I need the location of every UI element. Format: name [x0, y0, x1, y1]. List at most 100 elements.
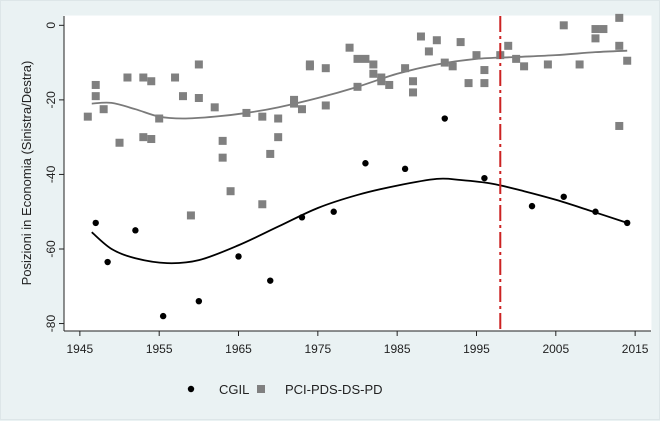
- y-axis-title: Posizioni in Economia (Sinistra/Destra): [19, 61, 34, 286]
- point-square: [274, 114, 283, 123]
- point-circle: [441, 115, 448, 122]
- point-square: [472, 51, 481, 60]
- point-square: [139, 73, 148, 82]
- point-square: [91, 92, 100, 101]
- point-square: [266, 149, 275, 158]
- point-circle: [592, 208, 599, 215]
- point-square: [147, 77, 156, 86]
- point-square: [321, 101, 330, 110]
- point-square: [504, 41, 513, 50]
- point-square: [186, 211, 195, 220]
- point-square: [432, 36, 441, 45]
- legend-label-2: PCI-PDS-DS-PD: [285, 382, 383, 397]
- point-square: [369, 60, 378, 69]
- point-square: [520, 62, 529, 71]
- point-square: [456, 38, 465, 47]
- point-square: [178, 92, 187, 101]
- point-square: [591, 25, 600, 34]
- point-circle: [330, 208, 337, 215]
- y-tick-label: -40: [44, 165, 58, 183]
- point-square: [321, 64, 330, 73]
- trend-line-1: [91, 177, 628, 265]
- point-circle: [624, 219, 631, 227]
- y-tick-label: -60: [44, 240, 58, 258]
- point-circle: [362, 160, 369, 167]
- point-square: [345, 43, 354, 52]
- point-square: [385, 80, 394, 89]
- point-square: [623, 56, 632, 65]
- point-square: [218, 153, 227, 162]
- point-square: [464, 79, 473, 88]
- x-tick-label: 1985: [384, 342, 411, 356]
- point-square: [543, 60, 552, 69]
- point-square: [369, 69, 378, 78]
- point-square: [99, 105, 108, 114]
- point-square: [297, 105, 306, 114]
- point-circle: [267, 277, 274, 284]
- point-square: [480, 66, 489, 75]
- x-tick-label: 1965: [225, 342, 252, 356]
- point-square: [290, 99, 299, 108]
- point-square: [409, 77, 418, 86]
- point-square: [194, 60, 203, 69]
- x-tick-label: 1955: [146, 342, 173, 356]
- point-square: [91, 80, 100, 89]
- legend: CGIL PCI-PDS-DS-PD: [187, 382, 383, 397]
- point-square: [218, 136, 227, 145]
- y-tick-label: 0: [44, 22, 58, 29]
- point-square: [377, 77, 386, 86]
- point-circle: [195, 297, 203, 305]
- point-square: [559, 21, 568, 30]
- x-tick-label: 1995: [463, 342, 490, 356]
- point-square: [258, 200, 267, 209]
- point-circle: [132, 227, 139, 234]
- point-square: [440, 58, 449, 67]
- point-circle: [159, 312, 167, 320]
- point-square: [155, 114, 164, 123]
- point-square: [416, 32, 425, 41]
- point-square: [512, 54, 521, 63]
- point-square: [424, 47, 433, 56]
- x-tick-label: 2015: [622, 342, 649, 356]
- point-circle: [481, 174, 488, 182]
- point-circle: [92, 219, 99, 227]
- x-tick-label: 2005: [542, 342, 569, 356]
- point-square: [353, 54, 362, 63]
- point-square: [615, 121, 624, 130]
- point-square: [139, 133, 148, 142]
- point-square: [599, 25, 608, 34]
- point-square: [361, 54, 370, 63]
- point-circle: [560, 193, 567, 200]
- legend-marker-circle: [187, 385, 195, 393]
- point-square: [448, 62, 457, 71]
- point-square: [615, 13, 624, 22]
- trend-line-2: [91, 49, 628, 120]
- point-square: [242, 108, 251, 117]
- plot-area: [63, 15, 652, 332]
- legend-label-1: CGIL: [219, 382, 249, 397]
- point-square: [194, 94, 203, 103]
- point-square: [123, 73, 132, 82]
- point-square: [575, 60, 584, 69]
- point-square: [409, 88, 418, 97]
- point-square: [274, 133, 283, 142]
- x-tick-label: 1975: [304, 342, 331, 356]
- point-circle: [298, 214, 306, 221]
- point-square: [83, 112, 92, 121]
- point-square: [258, 112, 267, 121]
- point-square: [591, 34, 600, 43]
- trend-lines: [91, 49, 628, 265]
- point-square: [615, 41, 624, 50]
- y-tick-label: -80: [44, 315, 58, 333]
- point-square: [226, 187, 235, 196]
- axes: 1945 1955 1965 1975 1985 1995 2005 2015 0 -20 -40 -…: [44, 16, 651, 356]
- legend-marker-square: [257, 385, 265, 393]
- y-tick-label: -20: [44, 91, 58, 109]
- point-square: [115, 138, 124, 147]
- point-square: [480, 79, 489, 88]
- point-square: [210, 103, 219, 112]
- point-square: [401, 64, 410, 73]
- point-circle: [401, 165, 409, 173]
- point-square: [353, 82, 362, 91]
- point-circle: [235, 253, 242, 260]
